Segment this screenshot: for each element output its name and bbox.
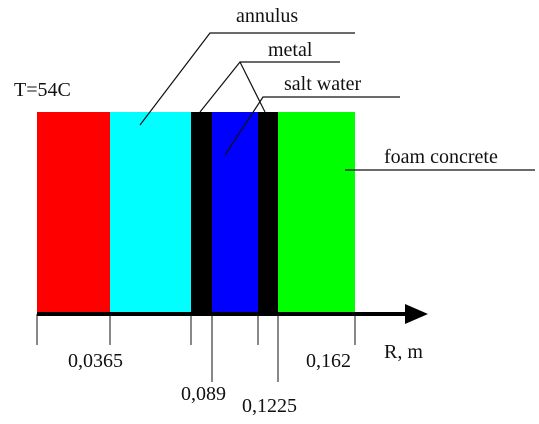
salt-water-label: salt water	[284, 73, 362, 95]
axis-label: R, m	[384, 341, 423, 363]
axis-arrow	[405, 304, 428, 324]
foam-concrete-layer	[278, 112, 355, 312]
tick-label: 0,162	[306, 350, 351, 372]
tick-label: 0,0365	[68, 350, 123, 372]
tick-label: 0,1225	[242, 395, 297, 417]
leader-line	[224, 96, 400, 156]
annulus-layer	[110, 112, 191, 312]
foam-concrete-label: foam concrete	[384, 146, 498, 168]
salt-water-layer	[212, 112, 258, 312]
metal-layer	[191, 112, 212, 312]
tick-label: 0,089	[181, 383, 226, 405]
metal-label: metal	[268, 39, 313, 61]
leader-line	[139, 32, 355, 126]
leader-line	[239, 61, 266, 113]
metal-layer	[258, 112, 278, 312]
temperature-label: T=54C	[14, 79, 71, 101]
annulus-label: annulus	[236, 5, 298, 27]
inner-layer	[37, 112, 110, 312]
